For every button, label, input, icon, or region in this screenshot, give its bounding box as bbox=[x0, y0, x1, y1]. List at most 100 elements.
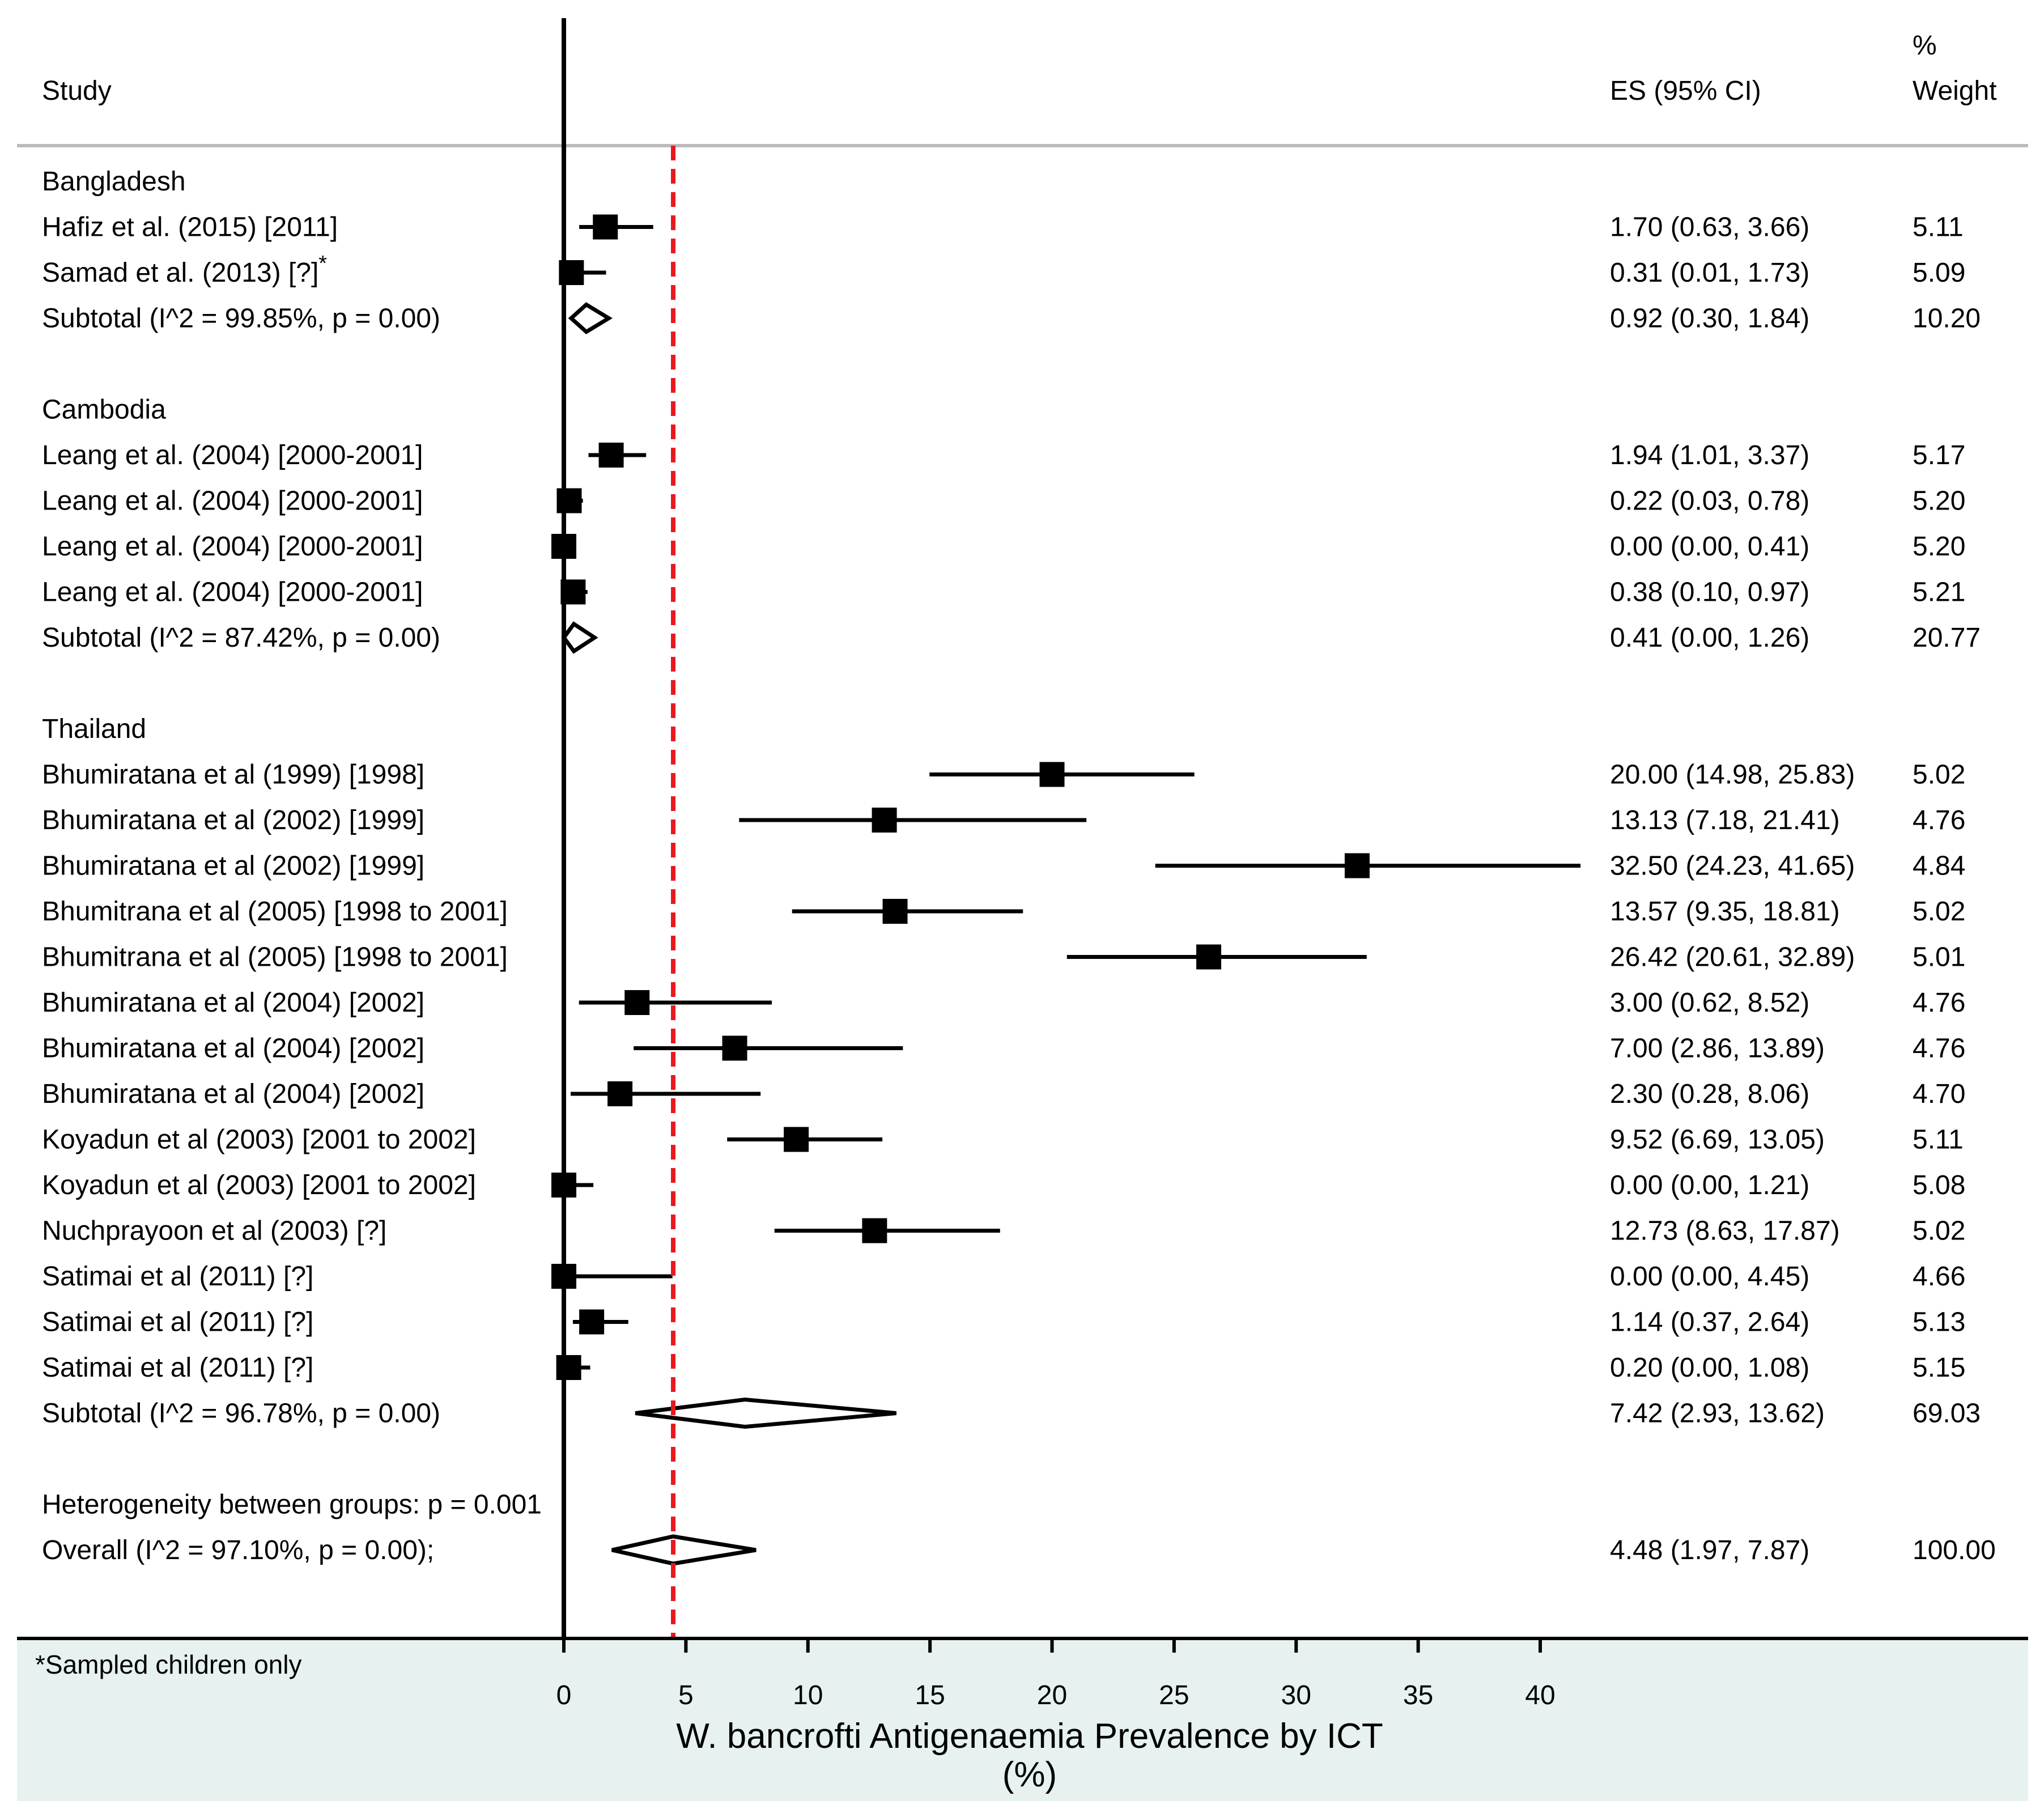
study-label: Nuchprayoon et al (2003) [?] bbox=[42, 1216, 386, 1246]
weight-value: 5.11 bbox=[1913, 213, 1964, 243]
weight-value: 4.76 bbox=[1913, 1034, 1965, 1064]
point-estimate bbox=[556, 488, 582, 513]
x-tick-label: 35 bbox=[1403, 1680, 1433, 1710]
es-ci-value: 9.52 (6.69, 13.05) bbox=[1610, 1125, 1825, 1155]
point-estimate bbox=[579, 1309, 605, 1335]
point-estimate bbox=[1196, 944, 1222, 970]
weight-value: 5.02 bbox=[1913, 1216, 1965, 1246]
study-label: Bhumiratana et al (2004) [2002] bbox=[42, 988, 424, 1018]
weight-value: 4.76 bbox=[1913, 988, 1965, 1018]
superscript-marker: * bbox=[318, 252, 327, 275]
marks-layer bbox=[551, 214, 1581, 1566]
weight-value: 5.09 bbox=[1913, 258, 1965, 288]
subtotal-diamond bbox=[561, 621, 598, 654]
study-label: Koyadun et al (2003) [2001 to 2002] bbox=[42, 1125, 476, 1155]
study-label: Bhumiratana et al (2004) [2002] bbox=[42, 1079, 424, 1109]
footer-panel bbox=[17, 1638, 2028, 1801]
subtotal-diamond bbox=[568, 302, 613, 334]
point-estimate bbox=[607, 1081, 633, 1106]
point-estimate bbox=[1039, 762, 1065, 787]
es-ci-value: 0.00 (0.00, 1.21) bbox=[1610, 1170, 1809, 1200]
es-ci-value: 0.20 (0.00, 1.08) bbox=[1610, 1353, 1809, 1383]
note-label: Heterogeneity between groups: p = 0.001 bbox=[42, 1490, 542, 1520]
es-ci-value: 20.00 (14.98, 25.83) bbox=[1610, 760, 1855, 790]
study-label: Samad et al. (2013) [?]* bbox=[42, 252, 327, 288]
es-ci-value: 4.48 (1.97, 7.87) bbox=[1610, 1535, 1809, 1565]
x-tick-label: 10 bbox=[793, 1680, 823, 1710]
study-label: Satimai et al (2011) [?] bbox=[42, 1262, 313, 1292]
x-tick-label: 25 bbox=[1159, 1680, 1189, 1710]
es-ci-value: 1.94 (1.01, 3.37) bbox=[1610, 440, 1809, 470]
es-ci-value: 13.13 (7.18, 21.41) bbox=[1610, 805, 1840, 835]
subtotal-diamond bbox=[635, 1397, 896, 1429]
study-label: Bhumitrana et al (2005) [1998 to 2001] bbox=[42, 942, 508, 973]
weight-value: 5.01 bbox=[1913, 942, 1965, 973]
x-axis-title-line1: W. bancrofti Antigenaemia Prevalence by … bbox=[676, 1717, 1383, 1756]
es-ci-value: 0.22 (0.03, 0.78) bbox=[1610, 486, 1809, 516]
study-label: Bhumiratana et al (2004) [2002] bbox=[42, 1034, 424, 1064]
weight-value: 5.20 bbox=[1913, 532, 1965, 562]
subtotal-label: Subtotal (I^2 = 87.42%, p = 0.00) bbox=[42, 623, 440, 653]
weight-value: 5.02 bbox=[1913, 897, 1965, 927]
es-ci-value: 0.00 (0.00, 4.45) bbox=[1610, 1262, 1809, 1292]
weight-value: 4.66 bbox=[1913, 1262, 1965, 1292]
x-tick-label: 15 bbox=[915, 1680, 945, 1710]
weight-value: 5.13 bbox=[1913, 1307, 1965, 1338]
weight-value: 5.11 bbox=[1913, 1125, 1964, 1155]
point-estimate bbox=[872, 808, 897, 833]
x-axis-title-line2: (%) bbox=[1002, 1755, 1057, 1794]
weight-header-line1: % bbox=[1913, 31, 1937, 61]
es-ci-value: 0.92 (0.30, 1.84) bbox=[1610, 304, 1809, 334]
weight-value: 5.02 bbox=[1913, 760, 1965, 790]
es-ci-value: 1.70 (0.63, 3.66) bbox=[1610, 213, 1809, 243]
study-label: Leang et al. (2004) [2000-2001] bbox=[42, 440, 423, 470]
weight-value: 10.20 bbox=[1913, 304, 1981, 334]
es-ci-value: 13.57 (9.35, 18.81) bbox=[1610, 897, 1840, 927]
es-ci-value: 0.41 (0.00, 1.26) bbox=[1610, 623, 1809, 653]
group-label: Thailand bbox=[42, 714, 146, 744]
weight-value: 4.76 bbox=[1913, 805, 1965, 835]
x-axis-ticks: 0 5 10 15 20 25 30 35 40 bbox=[556, 1638, 1556, 1710]
point-estimate bbox=[722, 1035, 747, 1061]
point-estimate bbox=[784, 1127, 809, 1152]
study-label: Satimai et al (2011) [?] bbox=[42, 1353, 313, 1383]
weight-value: 5.21 bbox=[1913, 578, 1965, 608]
study-label: Bhumitrana et al (2005) [1998 to 2001] bbox=[42, 897, 508, 927]
es-ci-value: 7.00 (2.86, 13.89) bbox=[1610, 1034, 1825, 1064]
group-label: Cambodia bbox=[42, 395, 166, 425]
es-column-header: ES (95% CI) bbox=[1610, 76, 1761, 106]
study-label: Satimai et al (2011) [?] bbox=[42, 1307, 313, 1338]
point-estimate bbox=[882, 899, 908, 924]
es-ci-value: 1.14 (0.37, 2.64) bbox=[1610, 1307, 1809, 1338]
point-estimate bbox=[593, 214, 618, 240]
x-tick-label: 5 bbox=[678, 1680, 694, 1710]
point-estimate bbox=[862, 1218, 887, 1243]
weight-value: 100.00 bbox=[1913, 1535, 1996, 1565]
weight-value: 5.17 bbox=[1913, 440, 1965, 470]
weight-value: 5.15 bbox=[1913, 1353, 1965, 1383]
point-estimate bbox=[556, 1355, 581, 1380]
study-label: Leang et al. (2004) [2000-2001] bbox=[42, 578, 423, 608]
rows-layer: Bangladesh Hafiz et al. (2015) [2011] 1.70… bbox=[42, 167, 1996, 1565]
es-ci-value: 32.50 (24.23, 41.65) bbox=[1610, 851, 1855, 881]
subtotal-label: Subtotal (I^2 = 99.85%, p = 0.00) bbox=[42, 304, 440, 334]
x-tick-label: 20 bbox=[1037, 1680, 1067, 1710]
weight-value: 4.84 bbox=[1913, 851, 1965, 881]
x-tick-label: 30 bbox=[1281, 1680, 1311, 1710]
es-ci-value: 0.31 (0.01, 1.73) bbox=[1610, 258, 1809, 288]
overall-diamond bbox=[611, 1534, 757, 1566]
x-tick-label: 40 bbox=[1525, 1680, 1555, 1710]
point-estimate bbox=[1344, 853, 1370, 878]
study-label: Leang et al. (2004) [2000-2001] bbox=[42, 486, 423, 516]
weight-value: 5.20 bbox=[1913, 486, 1965, 516]
es-ci-value: 0.00 (0.00, 0.41) bbox=[1610, 532, 1809, 562]
point-estimate bbox=[624, 990, 650, 1015]
es-ci-value: 26.42 (20.61, 32.89) bbox=[1610, 942, 1855, 973]
weight-value: 20.77 bbox=[1913, 623, 1981, 653]
point-estimate bbox=[598, 443, 624, 468]
es-ci-value: 12.73 (8.63, 17.87) bbox=[1610, 1216, 1840, 1246]
study-label: Leang et al. (2004) [2000-2001] bbox=[42, 532, 423, 562]
weight-value: 69.03 bbox=[1913, 1399, 1981, 1429]
study-column-header: Study bbox=[42, 76, 112, 106]
